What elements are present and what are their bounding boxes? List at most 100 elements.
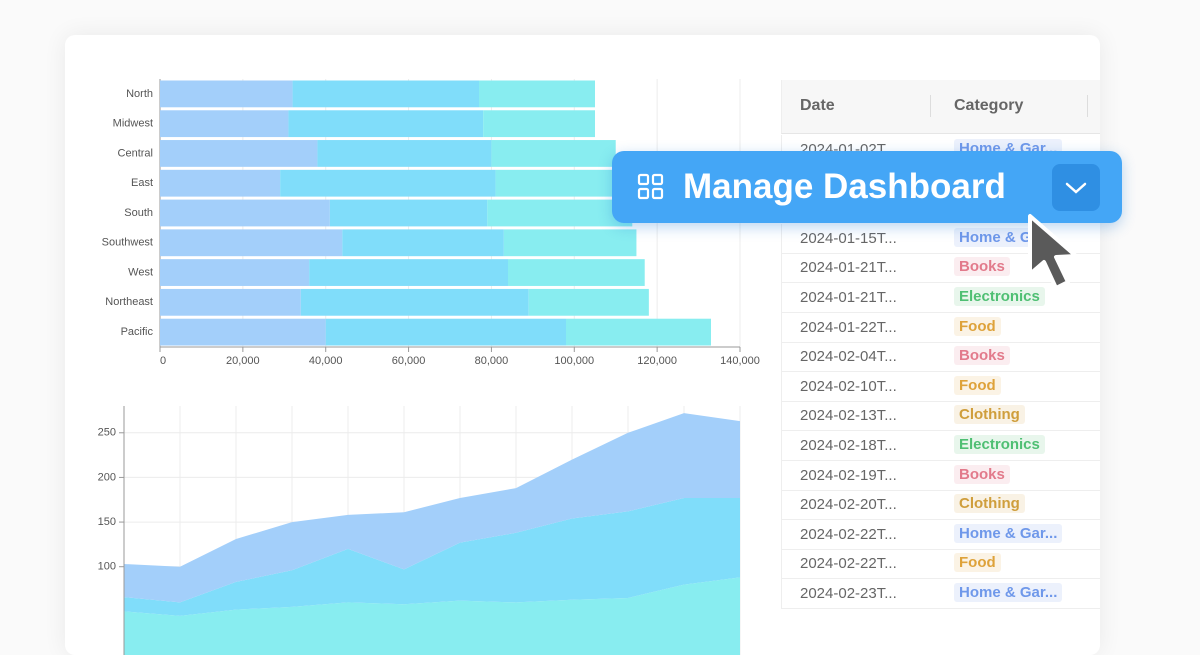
date-cell: 2024-01-15T... xyxy=(800,229,897,247)
bar-segment xyxy=(160,229,343,257)
button-label: Manage Dashboard xyxy=(683,167,1006,206)
bar-segment xyxy=(300,288,529,316)
category-tag: Food xyxy=(954,375,1001,395)
y-tick-label: 250 xyxy=(98,427,116,439)
category-tag: Clothing xyxy=(954,405,1025,425)
bar-segment xyxy=(160,110,289,138)
date-cell: 2024-02-22T... xyxy=(800,555,897,573)
date-cell: 2024-02-23T... xyxy=(800,585,897,602)
date-cell: 2024-02-18T... xyxy=(800,437,897,454)
category-tag: Clothing xyxy=(954,494,1025,514)
dashboard-card: 0 20,000 40,000 60,000 80,000 100,000 120,000 1… xyxy=(65,35,1100,655)
bar-segment xyxy=(160,318,326,346)
y-tick-label: Pacific xyxy=(121,326,154,338)
y-tick-label: East xyxy=(131,177,153,189)
bar-segment xyxy=(503,229,637,257)
manage-dashboard-button[interactable]: Manage Dashboard xyxy=(612,151,1122,223)
bar-segment xyxy=(342,229,504,257)
category-tag: Electronics xyxy=(954,287,1045,306)
y-tick-label: South xyxy=(124,207,153,219)
category-tag: Food xyxy=(954,316,1001,336)
table-row: 2024-02-13T... Clothing xyxy=(781,401,1100,432)
table-row: 2024-02-23T... Home & Gar... xyxy=(781,579,1100,609)
bar-segment xyxy=(292,80,479,108)
category-tag: Books xyxy=(954,346,1010,366)
table-row: 2024-02-18T... Electronics xyxy=(781,431,1100,461)
y-tick-label: West xyxy=(128,266,153,278)
y-tick-label: 150 xyxy=(98,516,116,528)
bar-segment xyxy=(160,140,318,167)
table-row: 2024-02-10T... Food xyxy=(781,371,1100,402)
x-tick-label: 20,000 xyxy=(226,355,260,367)
x-tick-label: 120,000 xyxy=(637,355,677,367)
bar-segment xyxy=(160,80,293,108)
bar-segment xyxy=(491,140,616,167)
date-cell: 2024-01-21T... xyxy=(800,289,897,306)
category-tag: Books xyxy=(954,257,1010,277)
category-tag: Electronics xyxy=(954,435,1045,454)
date-cell: 2024-01-21T... xyxy=(800,259,897,277)
table-row: 2024-02-20T... Clothing xyxy=(781,490,1100,521)
table-row: 2024-02-19T... Books xyxy=(781,460,1100,491)
table-row: 2024-02-04T... Books xyxy=(781,342,1100,373)
date-cell: 2024-02-10T... xyxy=(800,377,897,395)
charts: 0 20,000 40,000 60,000 80,000 100,000 120,000 1… xyxy=(98,79,760,655)
date-cell: 2024-02-13T... xyxy=(800,407,897,425)
cursor xyxy=(1028,214,1078,290)
bar-segment xyxy=(495,169,633,197)
table-header: Date Category xyxy=(781,80,1100,134)
table-row: 2024-01-21T... Books xyxy=(781,253,1100,284)
dropdown-toggle[interactable] xyxy=(1052,164,1100,211)
category-tag: Food xyxy=(954,553,1001,573)
bar-segment xyxy=(325,318,566,346)
bar-segment xyxy=(487,199,633,227)
bar-segment xyxy=(288,110,484,138)
column-header[interactable]: Category xyxy=(954,97,1024,114)
area xyxy=(124,497,740,616)
date-cell: 2024-02-19T... xyxy=(800,466,897,484)
table-row: 2024-01-21T... Electronics xyxy=(781,283,1100,313)
date-cell: 2024-02-20T... xyxy=(800,496,897,514)
x-tick-label: 60,000 xyxy=(392,355,426,367)
chevron xyxy=(1065,182,1087,194)
bar-segment xyxy=(280,169,496,197)
y-tick-label: Southwest xyxy=(102,237,153,249)
y-tick-label: 200 xyxy=(98,471,116,483)
y-tick-label: Central xyxy=(118,147,153,159)
bar-segment xyxy=(160,288,301,316)
x-tick-label: 0 xyxy=(160,355,166,367)
y-tick-label: Northeast xyxy=(105,296,153,308)
page: 0 20,000 40,000 60,000 80,000 100,000 120,000 1… xyxy=(97,79,1122,655)
areas xyxy=(124,413,740,655)
bar-segment xyxy=(483,110,595,138)
bar-segment xyxy=(479,80,595,108)
category-tag: Books xyxy=(954,464,1010,484)
table-row: 2024-01-22T... Food xyxy=(781,312,1100,343)
bar-segment xyxy=(160,259,310,286)
bar-segment xyxy=(160,199,330,227)
table-row: 2024-01-15T... Home & G xyxy=(781,223,1100,254)
date-cell: 2024-01-22T... xyxy=(800,318,897,336)
category-tag: Home & G xyxy=(954,227,1037,247)
grid-icon xyxy=(637,173,664,200)
bar-segment xyxy=(309,259,508,286)
category-tag: Home & Gar... xyxy=(954,583,1063,602)
table-row: 2024-02-22T... Food xyxy=(781,549,1100,580)
category-tag: Home & Gar... xyxy=(954,523,1063,543)
bar-segment xyxy=(566,318,711,346)
x-tick-label: 80,000 xyxy=(475,355,509,367)
x-tick-label: 140,000 xyxy=(720,355,760,367)
bar-segment xyxy=(329,199,488,227)
y-tick-label: 100 xyxy=(98,561,116,573)
x-tick-label: 40,000 xyxy=(309,355,343,367)
column-header[interactable]: Date xyxy=(800,97,835,114)
date-cell: 2024-02-22T... xyxy=(800,525,897,543)
bar-segment xyxy=(508,259,645,286)
y-tick-label: Midwest xyxy=(113,118,153,130)
y-tick-label: North xyxy=(126,88,153,100)
date-cell: 2024-02-04T... xyxy=(800,348,897,366)
bar-segment xyxy=(317,140,492,167)
bar-segment xyxy=(160,169,281,197)
bar-segment xyxy=(528,288,649,316)
table-row: 2024-02-22T... Home & Gar... xyxy=(781,519,1100,550)
